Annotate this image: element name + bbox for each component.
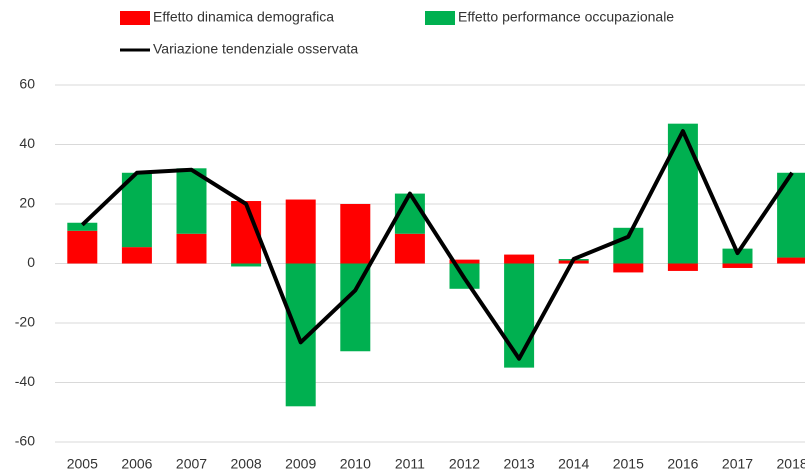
- y-tick-label: 0: [27, 254, 35, 270]
- bar: [449, 259, 480, 264]
- bar: [176, 168, 207, 234]
- x-tick-label: 2018: [777, 456, 805, 472]
- x-tick-label: 2015: [613, 456, 644, 472]
- bar: [613, 263, 644, 273]
- bar: [121, 172, 152, 248]
- x-tick-label: 2005: [67, 456, 98, 472]
- x-tick-label: 2014: [558, 456, 589, 472]
- y-tick-label: -20: [15, 314, 35, 330]
- y-tick-label: -60: [15, 433, 35, 449]
- x-tick-label: 2006: [121, 456, 152, 472]
- x-tick-label: 2010: [340, 456, 371, 472]
- legend-label: Effetto performance occupazionale: [458, 9, 674, 25]
- bar: [67, 222, 98, 231]
- bar: [504, 263, 535, 368]
- x-tick-label: 2011: [395, 456, 425, 472]
- bar: [722, 263, 753, 268]
- bar: [667, 123, 698, 264]
- bar: [504, 254, 535, 264]
- legend-label: Variazione tendenziale osservata: [153, 41, 358, 57]
- legend-swatch: [425, 11, 455, 25]
- bar: [777, 257, 805, 264]
- x-tick-label: 2007: [176, 456, 207, 472]
- bar: [231, 263, 262, 267]
- line: [80, 129, 794, 361]
- bar: [285, 199, 316, 264]
- x-tick-label: 2016: [667, 456, 698, 472]
- y-tick-label: -40: [15, 373, 35, 389]
- legend-swatch: [120, 11, 150, 25]
- x-tick-label: 2017: [722, 456, 753, 472]
- x-tick-label: 2013: [504, 456, 535, 472]
- y-tick-label: 60: [19, 76, 35, 92]
- bar: [340, 204, 371, 264]
- bar: [67, 230, 98, 264]
- x-tick-label: 2008: [231, 456, 262, 472]
- bar: [340, 263, 371, 352]
- x-tick-label: 2009: [285, 456, 316, 472]
- bar: [176, 233, 207, 264]
- legend-label: Effetto dinamica demografica: [153, 9, 334, 25]
- bar: [394, 233, 425, 264]
- bar: [667, 263, 698, 271]
- y-tick-label: 20: [19, 195, 35, 211]
- bar: [121, 247, 152, 264]
- bar: [722, 248, 753, 264]
- x-tick-label: 2012: [449, 456, 480, 472]
- y-tick-label: 40: [19, 135, 35, 151]
